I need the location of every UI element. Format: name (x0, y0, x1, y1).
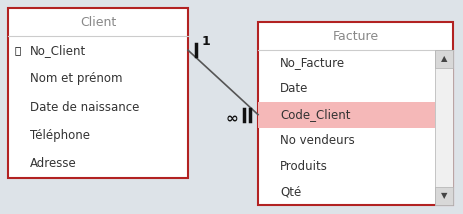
Text: ▼: ▼ (440, 192, 446, 201)
Bar (434, 50, 452, 205)
Text: Adresse: Adresse (30, 157, 76, 170)
Bar (434, 187, 452, 205)
Text: Date: Date (279, 82, 308, 95)
Text: 🔑: 🔑 (15, 45, 21, 55)
Bar (434, 50, 452, 68)
Text: ∞: ∞ (225, 110, 238, 125)
Text: Client: Client (80, 15, 116, 28)
Text: 1: 1 (201, 35, 210, 48)
Bar (257, 22, 452, 205)
Text: Code_Client: Code_Client (279, 108, 350, 121)
Text: No_Facture: No_Facture (279, 56, 344, 69)
Bar (257, 102, 434, 128)
Text: No vendeurs: No vendeurs (279, 134, 354, 147)
Bar (8, 8, 188, 178)
Text: Produits: Produits (279, 160, 327, 173)
Text: Date de naissance: Date de naissance (30, 101, 139, 113)
Text: ▲: ▲ (440, 55, 446, 64)
Text: Facture: Facture (332, 30, 378, 43)
Text: No_Client: No_Client (30, 44, 86, 57)
Text: Téléphone: Téléphone (30, 129, 90, 142)
Text: Nom et prénom: Nom et prénom (30, 72, 122, 85)
Text: Qté: Qté (279, 186, 300, 199)
